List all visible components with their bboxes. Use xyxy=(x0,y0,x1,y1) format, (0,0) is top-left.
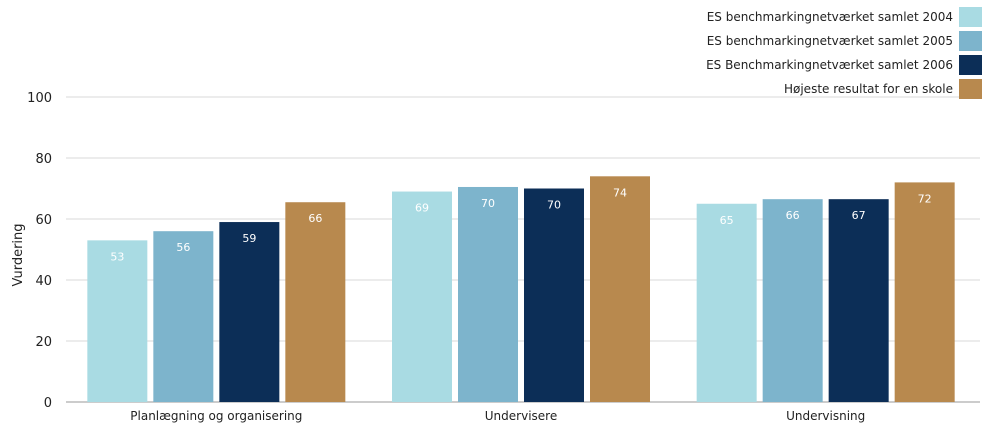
bar xyxy=(696,203,757,402)
value-label: 72 xyxy=(918,192,932,205)
value-label: 70 xyxy=(481,197,495,210)
legend-item: Højeste resultat for en skole xyxy=(706,78,982,100)
x-axis-ticks: Planlægning og organisering Undervisere Un… xyxy=(130,409,865,423)
legend-swatch xyxy=(959,31,982,51)
bar xyxy=(762,199,823,402)
x-tick-label: Undervisning xyxy=(786,409,865,423)
bars xyxy=(87,176,955,402)
legend: ES benchmarkingnetværket samlet 2004 ES b… xyxy=(706,6,982,102)
legend-label: ES benchmarkingnetværket samlet 2004 xyxy=(706,10,953,24)
legend-label: Højeste resultat for en skole xyxy=(783,82,953,96)
bar xyxy=(392,191,452,402)
legend-swatch xyxy=(959,55,982,75)
y-tick-label: 40 xyxy=(35,274,52,289)
bar xyxy=(219,222,280,402)
x-tick-label: Planlægning og organisering xyxy=(130,409,302,423)
value-label: 70 xyxy=(547,199,561,212)
value-label: 59 xyxy=(242,232,256,245)
value-label: 66 xyxy=(786,209,800,222)
value-labels: 53 56 59 66 69 70 70 74 65 66 67 72 xyxy=(110,186,931,263)
bar xyxy=(153,231,214,402)
legend-item: ES Benchmarkingnetværket samlet 2006 xyxy=(706,54,982,76)
value-label: 74 xyxy=(613,186,627,199)
y-tick-label: 20 xyxy=(35,335,52,350)
legend-item: ES benchmarkingnetværket samlet 2004 xyxy=(706,6,982,28)
gridlines xyxy=(66,96,980,403)
x-tick-label: Undervisere xyxy=(485,409,557,423)
value-label: 65 xyxy=(720,214,734,227)
legend-label: ES Benchmarkingnetværket samlet 2006 xyxy=(706,58,953,72)
value-label: 56 xyxy=(176,241,190,254)
value-label: 69 xyxy=(415,202,429,215)
y-tick-label: 80 xyxy=(35,152,52,167)
y-tick-label: 100 xyxy=(27,91,52,106)
bar xyxy=(285,202,346,402)
value-label: 67 xyxy=(852,209,866,222)
y-axis-ticks: 0 20 40 60 80 100 xyxy=(27,91,52,411)
legend-swatch xyxy=(959,79,982,99)
y-axis-label: Vurdering xyxy=(11,223,26,286)
bar xyxy=(828,199,889,402)
bar xyxy=(894,182,955,402)
bar xyxy=(458,186,518,402)
legend-item: ES benchmarkingnetværket samlet 2005 xyxy=(706,30,982,52)
value-label: 66 xyxy=(308,212,322,225)
y-tick-label: 0 xyxy=(44,396,52,411)
legend-label: ES benchmarkingnetværket samlet 2005 xyxy=(706,34,953,48)
bar xyxy=(590,176,650,402)
legend-swatch xyxy=(959,7,982,27)
y-tick-label: 60 xyxy=(35,213,52,228)
bar xyxy=(87,240,148,402)
bar xyxy=(524,188,584,402)
value-label: 53 xyxy=(110,250,124,263)
